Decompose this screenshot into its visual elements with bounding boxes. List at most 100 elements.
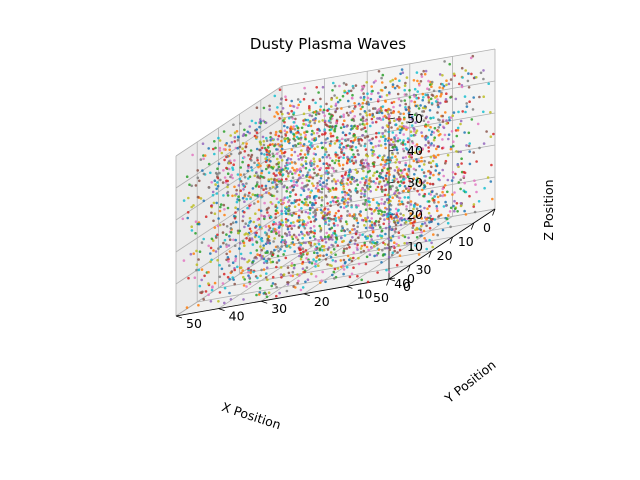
scatter-point [362, 161, 366, 165]
scatter-point [341, 131, 345, 134]
scatter-point [348, 231, 352, 234]
scatter-point [187, 196, 190, 200]
scatter-point [424, 138, 428, 141]
scatter-point [230, 173, 233, 177]
scatter-point [259, 118, 262, 121]
scatter-point [307, 232, 311, 235]
scatter-point [398, 79, 401, 82]
scatter-point [303, 270, 306, 274]
scatter-point [334, 253, 337, 256]
scatter-point [451, 114, 455, 117]
scatter-point [331, 125, 334, 128]
scatter-point [267, 224, 271, 228]
scatter-point [303, 131, 306, 134]
scatter-point [364, 158, 367, 162]
scatter-point [333, 161, 337, 165]
scatter-point [472, 205, 476, 208]
scatter-point [285, 289, 289, 293]
scatter-point [311, 206, 314, 209]
scatter-point [324, 138, 328, 141]
scatter-point [438, 123, 442, 127]
scatter-point [433, 218, 437, 221]
scatter-point [320, 187, 324, 191]
scatter-point [342, 153, 346, 157]
scatter-point [377, 248, 381, 251]
scatter-point [286, 111, 290, 115]
scatter-point [420, 75, 424, 78]
scatter-point [292, 211, 296, 215]
scatter-point [255, 171, 258, 174]
scatter-point [402, 112, 406, 116]
scatter-point [428, 204, 431, 208]
scatter-point [424, 143, 427, 147]
scatter-point [403, 88, 407, 92]
scatter-point [332, 217, 336, 221]
scatter-point [397, 236, 401, 239]
scatter-point [265, 207, 269, 211]
scatter-point [305, 162, 308, 165]
scatter-point [403, 196, 407, 199]
scatter-point [463, 209, 466, 213]
scatter-point [413, 95, 416, 98]
scatter-point [371, 146, 375, 149]
scatter-point [282, 151, 286, 155]
scatter-point [330, 98, 333, 101]
scatter-point [342, 185, 345, 188]
scatter-point [414, 168, 418, 172]
scatter-point [190, 184, 193, 188]
scatter-point [387, 117, 391, 120]
scatter-point [425, 247, 429, 251]
scatter-point [391, 235, 395, 238]
scatter-point [389, 227, 392, 231]
grid-line [281, 208, 496, 247]
scatter-point [301, 174, 305, 177]
scatter-point [216, 224, 220, 228]
scatter-point [333, 224, 336, 227]
scatter-point [371, 137, 375, 140]
scatter-point [388, 160, 392, 164]
scatter-point [340, 236, 343, 239]
scatter-point [363, 192, 366, 196]
scatter-point [276, 167, 280, 171]
scatter-point [345, 205, 348, 208]
scatter-point [287, 207, 291, 211]
scatter-point [287, 172, 290, 175]
scatter-point [380, 81, 384, 84]
scatter-point [384, 163, 387, 167]
scatter-point [397, 118, 400, 121]
scatter-point [304, 92, 307, 95]
scatter-point [361, 167, 364, 170]
scatter-point [363, 183, 367, 187]
scatter-point [226, 154, 230, 158]
scatter-point [395, 186, 398, 189]
scatter-point [323, 207, 327, 210]
scatter-point [278, 234, 281, 237]
scatter-point [334, 219, 338, 222]
scatter-point [291, 176, 295, 179]
scatter-point [346, 92, 349, 95]
scatter-point [226, 206, 230, 210]
scatter-point [382, 253, 385, 256]
scatter-point [276, 211, 280, 215]
scatter-point [215, 172, 219, 176]
scatter-point [355, 127, 358, 130]
scatter-point [415, 96, 419, 100]
scatter-point [229, 227, 233, 230]
scatter-point [239, 151, 242, 154]
scatter-point [344, 171, 348, 174]
scatter-point [324, 258, 328, 261]
scatter-point [424, 175, 428, 178]
scatter-point [304, 118, 308, 122]
scatter-point [422, 163, 426, 166]
scatter-point [284, 241, 288, 244]
scatter-point [238, 229, 242, 233]
scatter-point [392, 100, 396, 104]
scatter-point [384, 146, 387, 150]
scatter-point [368, 200, 371, 204]
scatter-point [373, 171, 376, 175]
scatter-point [376, 117, 379, 120]
scatter-point [319, 166, 323, 170]
scatter-point [356, 225, 360, 229]
scatter-point [369, 124, 372, 128]
scatter-point [276, 138, 280, 141]
